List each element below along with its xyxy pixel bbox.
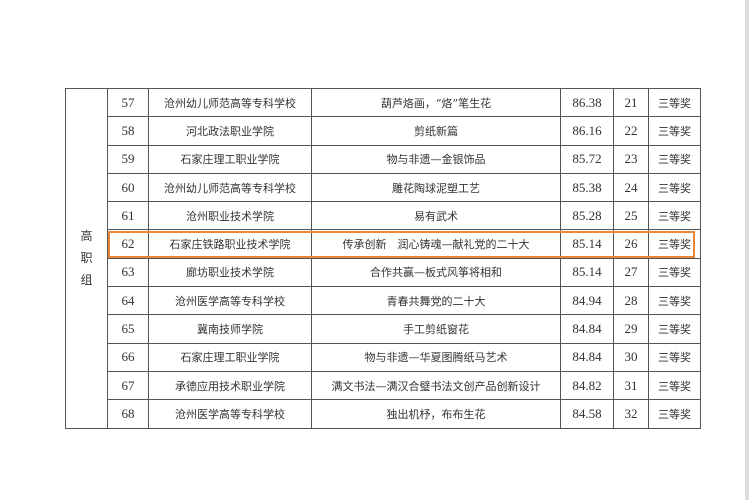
group-cell: 高职组 <box>65 88 108 429</box>
project-cell: 青春共舞党的二十大 <box>311 286 561 316</box>
score-cell: 85.28 <box>560 201 614 231</box>
school-cell: 石家庄理工职业学院 <box>148 144 312 174</box>
school-cell: 承德应用技术职业学院 <box>148 370 312 401</box>
project-cell: 独出机杼，布布生花 <box>311 399 561 429</box>
no-cell: 63 <box>107 257 149 288</box>
award-cell: 三等奖 <box>648 399 701 429</box>
rank-cell: 25 <box>613 201 649 231</box>
score-cell: 86.16 <box>560 116 614 146</box>
school-cell: 沧州幼儿师范高等专科学校 <box>148 172 312 203</box>
project-cell: 手工剪纸窗花 <box>311 314 561 344</box>
group-char: 组 <box>80 273 93 288</box>
award-cell: 三等奖 <box>648 116 701 146</box>
school-cell: 河北政法职业学院 <box>148 116 312 146</box>
no-cell: 68 <box>107 399 149 429</box>
score-cell: 85.38 <box>560 172 614 203</box>
project-cell: 传承创新 润心铸魂—献礼党的二十大 <box>311 229 561 259</box>
table-row: 60 沧州幼儿师范高等专科学校 雕花陶球泥塑工艺 85.38 24 三等奖 <box>66 172 701 203</box>
award-cell: 三等奖 <box>648 87 701 118</box>
awards-table: 高职组 57 沧州幼儿师范高等专科学校 葫芦烙画，“烙”笔生花 86.38 21 三等奖 58… <box>65 87 701 429</box>
no-cell: 67 <box>107 370 149 401</box>
score-cell: 84.84 <box>560 342 614 372</box>
rank-cell: 21 <box>613 87 649 118</box>
project-cell: 满文书法—满汉合璧书法文创产品创新设计 <box>311 370 561 401</box>
table-row: 63 廊坊职业技术学院 合作共赢—板式风筝将相和 85.14 27 三等奖 <box>66 257 701 288</box>
no-cell: 66 <box>107 342 149 372</box>
table-row: 67 承德应用技术职业学院 满文书法—满汉合璧书法文创产品创新设计 84.82 31 三等… <box>66 370 701 401</box>
school-cell: 廊坊职业技术学院 <box>148 257 312 288</box>
project-cell: 雕花陶球泥塑工艺 <box>311 172 561 203</box>
award-cell: 三等奖 <box>648 172 701 203</box>
school-cell: 沧州幼儿师范高等专科学校 <box>148 87 312 118</box>
score-cell: 86.38 <box>560 87 614 118</box>
project-cell: 剪纸新篇 <box>311 116 561 146</box>
school-cell: 冀南技师学院 <box>148 314 312 344</box>
award-cell: 三等奖 <box>648 144 701 174</box>
score-cell: 85.14 <box>560 229 614 259</box>
no-cell: 61 <box>107 201 149 231</box>
no-cell: 57 <box>107 87 149 118</box>
award-cell: 三等奖 <box>648 229 701 259</box>
project-cell: 葫芦烙画，“烙”笔生花 <box>311 87 561 118</box>
rank-cell: 31 <box>613 370 649 401</box>
rank-cell: 24 <box>613 172 649 203</box>
table-row: 61 沧州职业技术学院 易有武术 85.28 25 三等奖 <box>66 201 701 231</box>
rank-cell: 32 <box>613 399 649 429</box>
award-cell: 三等奖 <box>648 257 701 288</box>
score-cell: 84.82 <box>560 370 614 401</box>
award-cell: 三等奖 <box>648 201 701 231</box>
no-cell: 62 <box>107 229 149 259</box>
score-cell: 85.72 <box>560 144 614 174</box>
award-cell: 三等奖 <box>648 314 701 344</box>
rank-cell: 28 <box>613 286 649 316</box>
award-cell: 三等奖 <box>648 286 701 316</box>
rank-cell: 26 <box>613 229 649 259</box>
group-char: 高 <box>80 229 93 244</box>
table-row: 62 石家庄铁路职业技术学院 传承创新 润心铸魂—献礼党的二十大 85.14 26 三等奖 <box>66 229 701 259</box>
project-cell: 物与非遗—华夏图腾纸马艺术 <box>311 342 561 372</box>
table-row: 58 河北政法职业学院 剪纸新篇 86.16 22 三等奖 <box>66 116 701 146</box>
page-edge <box>745 0 749 500</box>
rank-cell: 27 <box>613 257 649 288</box>
table-row: 65 冀南技师学院 手工剪纸窗花 84.84 29 三等奖 <box>66 314 701 344</box>
project-cell: 物与非遗—金银饰品 <box>311 144 561 174</box>
no-cell: 60 <box>107 172 149 203</box>
group-char: 职 <box>80 251 93 266</box>
score-cell: 84.94 <box>560 286 614 316</box>
school-cell: 沧州医学高等专科学校 <box>148 399 312 429</box>
rank-cell: 30 <box>613 342 649 372</box>
no-cell: 64 <box>107 286 149 316</box>
school-cell: 石家庄理工职业学院 <box>148 342 312 372</box>
rank-cell: 23 <box>613 144 649 174</box>
table-row: 68 沧州医学高等专科学校 独出机杼，布布生花 84.58 32 三等奖 <box>66 399 701 429</box>
school-cell: 石家庄铁路职业技术学院 <box>148 229 312 259</box>
rank-cell: 29 <box>613 314 649 344</box>
project-cell: 合作共赢—板式风筝将相和 <box>311 257 561 288</box>
score-cell: 84.84 <box>560 314 614 344</box>
table-row: 高职组 57 沧州幼儿师范高等专科学校 葫芦烙画，“烙”笔生花 86.38 21 三等奖 <box>65 87 701 429</box>
project-cell: 易有武术 <box>311 201 561 231</box>
table-row: 64 沧州医学高等专科学校 青春共舞党的二十大 84.94 28 三等奖 <box>66 286 701 316</box>
school-cell: 沧州职业技术学院 <box>148 201 312 231</box>
rank-cell: 22 <box>613 116 649 146</box>
award-cell: 三等奖 <box>648 370 701 401</box>
school-cell: 沧州医学高等专科学校 <box>148 286 312 316</box>
no-cell: 65 <box>107 314 149 344</box>
award-cell: 三等奖 <box>648 342 701 372</box>
table-row: 66 石家庄理工职业学院 物与非遗—华夏图腾纸马艺术 84.84 30 三等奖 <box>66 342 701 372</box>
score-cell: 85.14 <box>560 257 614 288</box>
no-cell: 59 <box>107 144 149 174</box>
score-cell: 84.58 <box>560 399 614 429</box>
table-row: 59 石家庄理工职业学院 物与非遗—金银饰品 85.72 23 三等奖 <box>66 144 701 174</box>
no-cell: 58 <box>107 116 149 146</box>
